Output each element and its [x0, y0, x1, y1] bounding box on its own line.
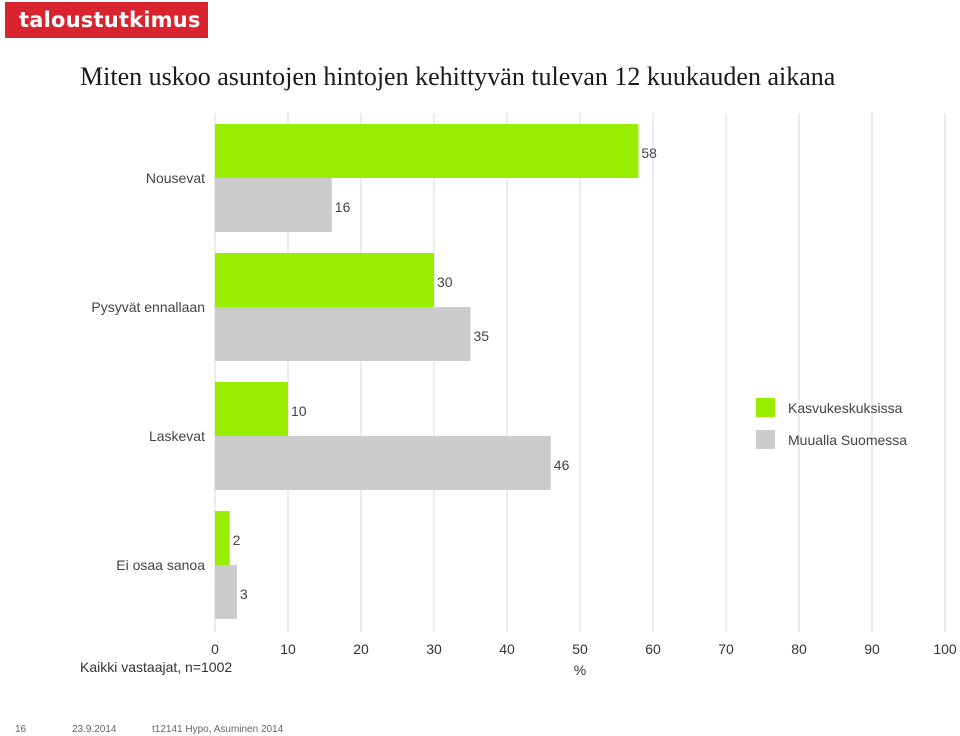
chart-title: Miten uskoo asuntojen hintojen kehittyvä…: [80, 62, 836, 91]
data-label: 35: [474, 328, 490, 344]
sample-note: Kaikki vastaajat, n=1002: [80, 659, 233, 675]
x-tick-label: 70: [718, 641, 734, 657]
category-label: Ei osaa sanoa: [116, 557, 205, 573]
x-axis-label: %: [574, 662, 586, 678]
x-tick-label: 90: [864, 641, 880, 657]
bar: [215, 436, 551, 490]
x-tick-label: 50: [572, 641, 588, 657]
data-label: 3: [240, 586, 248, 602]
data-label: 16: [335, 199, 351, 215]
data-label: 2: [233, 532, 241, 548]
category-label: Pysyvät ennallaan: [91, 299, 205, 315]
x-tick-label: 20: [353, 641, 369, 657]
footer-project: t12141 Hypo, Asuminen 2014: [152, 724, 284, 735]
category-label: Nousevat: [146, 170, 205, 186]
footer-page-number: 16: [15, 724, 27, 735]
category-label: Laskevat: [149, 428, 205, 444]
data-label: 30: [437, 274, 453, 290]
bar: [215, 253, 434, 307]
data-label: 46: [554, 457, 570, 473]
x-tick-label: 0: [211, 641, 219, 657]
brand-logo: taloustutkimus oy: [5, 2, 208, 68]
x-tick-label: 60: [645, 641, 661, 657]
data-label: 58: [641, 145, 657, 161]
legend-swatch: [756, 398, 775, 417]
footer-date: 23.9.2014: [72, 724, 117, 735]
x-tick-label: 30: [426, 641, 442, 657]
x-tick-label: 80: [791, 641, 807, 657]
bar: [215, 511, 230, 565]
bar: [215, 307, 471, 361]
bar: [215, 124, 639, 178]
x-tick-label: 40: [499, 641, 515, 657]
bar: [215, 178, 332, 232]
legend-label: Muualla Suomessa: [788, 432, 907, 448]
bar: [215, 382, 288, 436]
x-tick-label: 10: [280, 641, 296, 657]
bar: [215, 565, 237, 619]
x-tick-label: 100: [933, 641, 957, 657]
legend-label: Kasvukeskuksissa: [788, 400, 903, 416]
data-label: 10: [291, 403, 307, 419]
legend-swatch: [756, 430, 775, 449]
